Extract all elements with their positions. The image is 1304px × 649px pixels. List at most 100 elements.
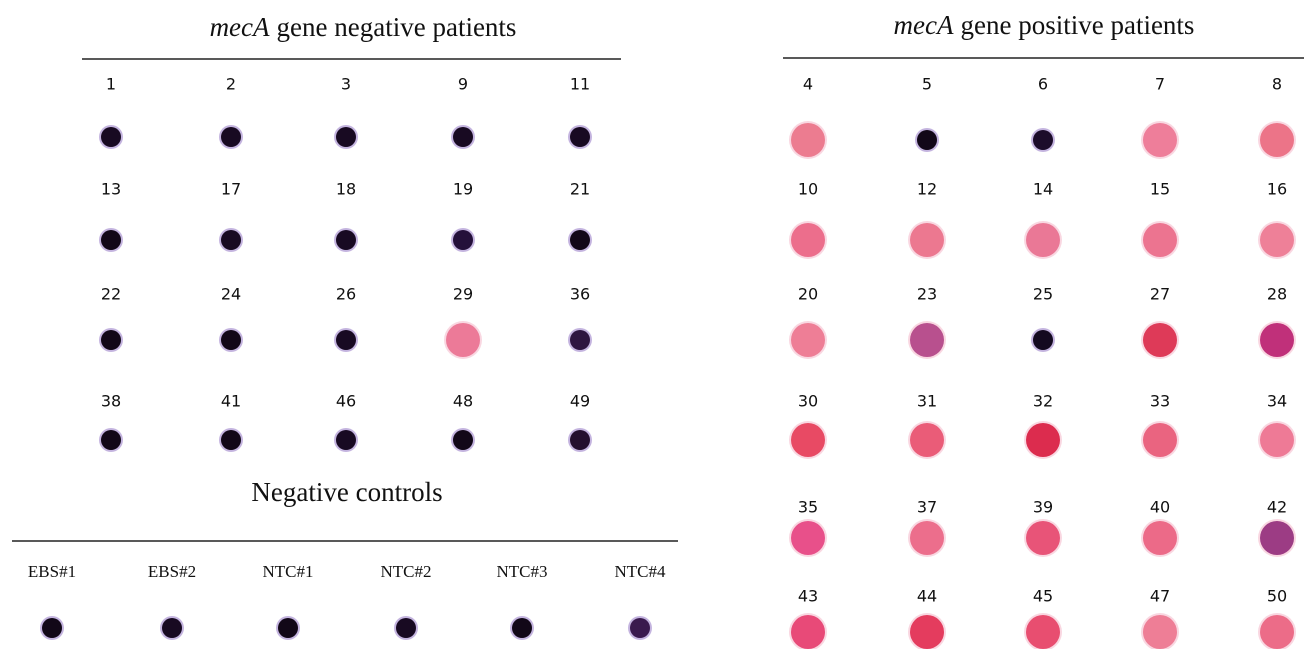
- sample-label: 38: [101, 392, 121, 411]
- sample-dot: [1143, 423, 1177, 457]
- sample-label: 17: [221, 180, 241, 199]
- sample-label: 15: [1150, 180, 1170, 199]
- sample-dot: [1143, 323, 1177, 357]
- sample-dot: [791, 615, 825, 649]
- sample-dot: [791, 423, 825, 457]
- sample-dot: [1026, 423, 1060, 457]
- sample-label: 8: [1272, 75, 1282, 94]
- sample-label: 19: [453, 180, 473, 199]
- sample-label: 48: [453, 392, 473, 411]
- sample-label: EBS#1: [28, 562, 76, 581]
- sample-dot: [791, 323, 825, 357]
- sample-label: 29: [453, 285, 473, 304]
- sample-label: 9: [458, 75, 468, 94]
- sample-dot: [1260, 521, 1294, 555]
- sample-dot: [453, 230, 473, 250]
- sample-label: 2: [226, 75, 236, 94]
- sample-label: 24: [221, 285, 241, 304]
- sample-label: 31: [917, 392, 937, 411]
- sample-label: 34: [1267, 392, 1287, 411]
- sample-dot: [221, 430, 241, 450]
- sample-dot: [1143, 521, 1177, 555]
- sample-dot: [336, 230, 356, 250]
- sample-label: 37: [917, 498, 937, 517]
- title-rest: gene negative patients: [277, 12, 517, 42]
- sample-dot: [453, 127, 473, 147]
- sample-dot: [101, 127, 121, 147]
- sample-label: 10: [798, 180, 818, 199]
- sample-label: EBS#2: [148, 562, 196, 581]
- sample-label: 11: [570, 75, 590, 94]
- sample-label: NTC#1: [263, 562, 314, 581]
- sample-dot: [910, 521, 944, 555]
- sample-dot: [791, 123, 825, 157]
- sample-label: 6: [1038, 75, 1048, 94]
- sample-dot: [791, 223, 825, 257]
- sample-label: NTC#4: [615, 562, 667, 581]
- sample-dot: [453, 430, 473, 450]
- sample-label: 39: [1033, 498, 1053, 517]
- sample-dot: [910, 223, 944, 257]
- sample-dot: [336, 330, 356, 350]
- sample-dot: [101, 230, 121, 250]
- sample-label: 18: [336, 180, 356, 199]
- sample-dot: [570, 430, 590, 450]
- figure: mecAgene negative patients Negative cont…: [0, 0, 1304, 649]
- sample-label: 27: [1150, 285, 1170, 304]
- sample-label: 14: [1033, 180, 1053, 199]
- sample-dot: [446, 323, 480, 357]
- sample-label: 7: [1155, 75, 1165, 94]
- sample-dot: [1260, 423, 1294, 457]
- sample-label: 43: [798, 587, 818, 606]
- sample-dot: [1143, 223, 1177, 257]
- sample-label: 26: [336, 285, 356, 304]
- sample-dot: [1033, 330, 1053, 350]
- sample-label: 23: [917, 285, 937, 304]
- sample-dot: [1260, 323, 1294, 357]
- sample-label: 42: [1267, 498, 1287, 517]
- sample-label: 20: [798, 285, 818, 304]
- sample-label: 22: [101, 285, 121, 304]
- title-italic: mecA: [210, 12, 270, 42]
- sample-dot: [1026, 223, 1060, 257]
- sample-label: 44: [917, 587, 937, 606]
- sample-dot: [910, 423, 944, 457]
- sample-dot: [221, 127, 241, 147]
- sample-dot: [910, 323, 944, 357]
- sample-label: NTC#3: [497, 562, 548, 581]
- sample-label: 13: [101, 180, 121, 199]
- sample-dot: [570, 330, 590, 350]
- sample-label: 12: [917, 180, 937, 199]
- sample-label: NTC#2: [381, 562, 432, 581]
- sample-label: 50: [1267, 587, 1287, 606]
- sample-label: 45: [1033, 587, 1053, 606]
- sample-dot: [1260, 123, 1294, 157]
- sample-dot: [791, 521, 825, 555]
- sample-label: 5: [922, 75, 932, 94]
- sample-dot: [278, 618, 298, 638]
- sample-label: 40: [1150, 498, 1170, 517]
- sample-label: 28: [1267, 285, 1287, 304]
- sample-dot: [221, 230, 241, 250]
- sample-dot: [1033, 130, 1053, 150]
- sample-label: 36: [570, 285, 590, 304]
- sample-dot: [910, 615, 944, 649]
- sample-dot: [570, 230, 590, 250]
- panel-title: Negative controls: [251, 477, 442, 507]
- sample-dot: [101, 430, 121, 450]
- sample-label: 47: [1150, 587, 1170, 606]
- sample-label: 4: [803, 75, 813, 94]
- sample-label: 21: [570, 180, 590, 199]
- sample-label: 33: [1150, 392, 1170, 411]
- title-italic: mecA: [894, 10, 954, 40]
- sample-label: 49: [570, 392, 590, 411]
- sample-label: 41: [221, 392, 241, 411]
- sample-label: 32: [1033, 392, 1053, 411]
- sample-dot: [1143, 615, 1177, 649]
- sample-dot: [917, 130, 937, 150]
- sample-label: 35: [798, 498, 818, 517]
- sample-dot: [396, 618, 416, 638]
- sample-dot: [1260, 615, 1294, 649]
- sample-label: 3: [341, 75, 351, 94]
